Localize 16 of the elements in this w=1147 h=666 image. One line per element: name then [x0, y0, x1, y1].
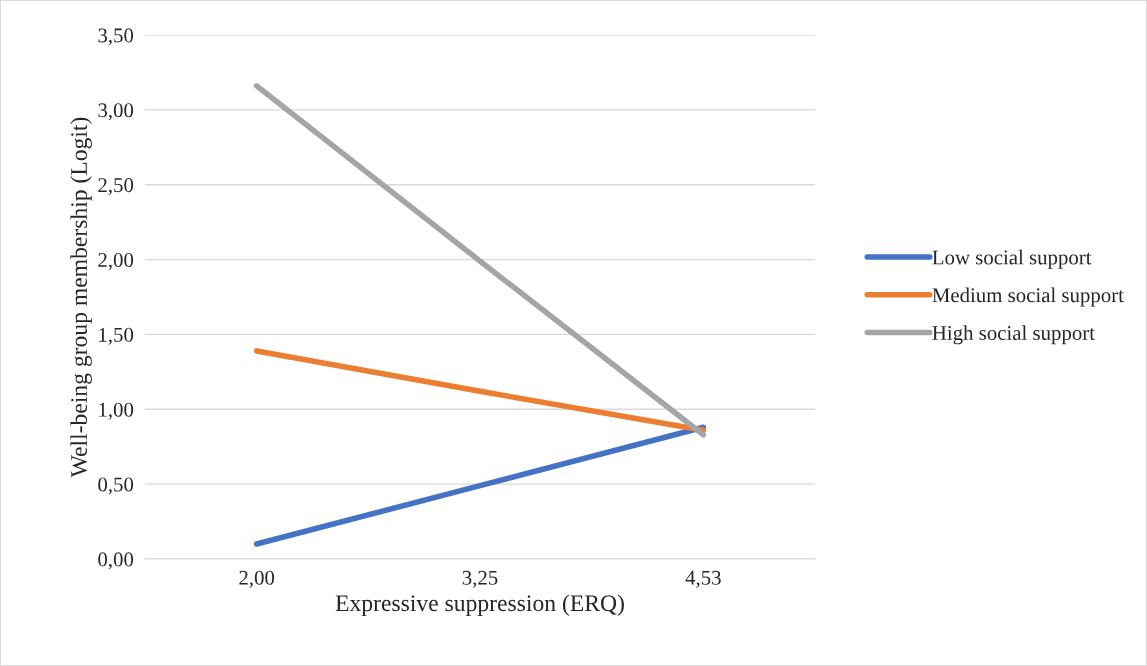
x-tick-label: 4,53 — [685, 570, 721, 588]
x-axis-title: Expressive suppression (ERQ) — [335, 594, 624, 616]
legend-label: Low social support — [932, 249, 1092, 269]
y-axis-title: Well-being group membership (Logit) — [70, 117, 92, 478]
legend-label: High social support — [932, 325, 1095, 345]
x-tick-label: 2,00 — [239, 570, 275, 588]
y-tick-label: 3,50 — [98, 28, 134, 46]
y-tick-label: 1,50 — [99, 327, 134, 345]
y-tick-label: 0,00 — [98, 552, 134, 570]
y-tick-label: 0,50 — [98, 477, 134, 495]
y-tick-label: 3,00 — [98, 103, 134, 121]
x-tick-label: 3,25 — [462, 570, 498, 588]
y-tick-label: 2,00 — [98, 252, 134, 270]
y-tick-label: 2,50 — [98, 178, 134, 196]
y-tick-label: 1,00 — [99, 402, 134, 420]
legend-label: Medium social support — [932, 287, 1124, 307]
